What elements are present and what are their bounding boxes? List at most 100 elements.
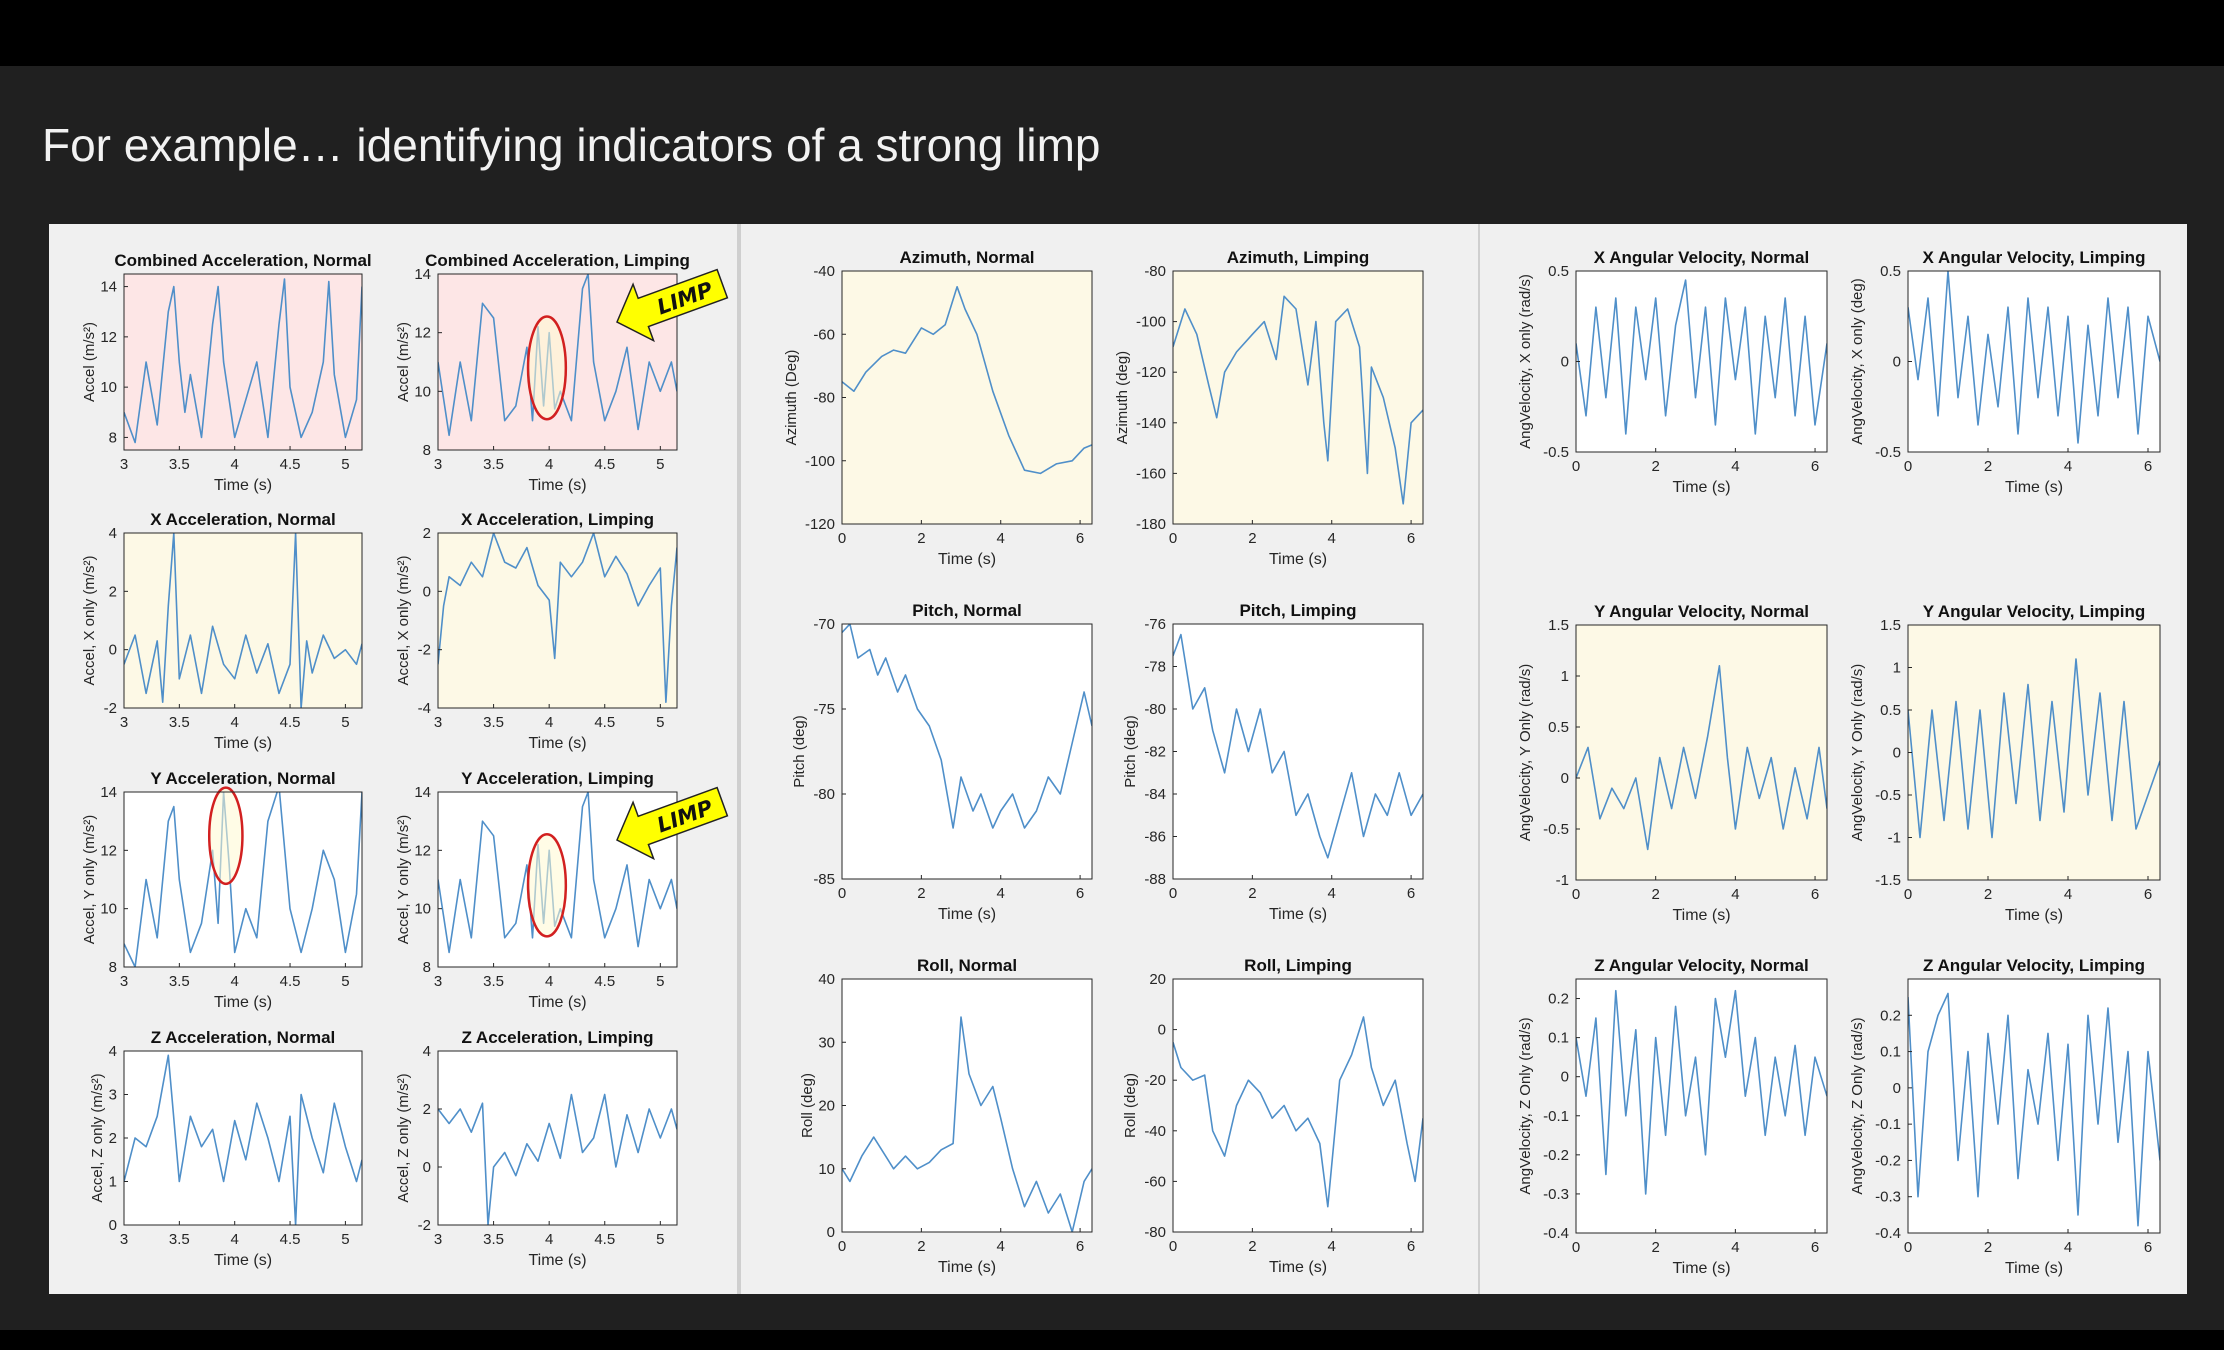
x-tick-label: 4 [545,973,553,990]
y-tick-label: 0 [827,1224,835,1241]
axes-frame [123,791,363,968]
x-axis-label: Time (s) [214,735,272,752]
y-tick-label: 0 [1561,770,1569,787]
y-tick-label: -0.1 [1875,1116,1901,1133]
y-axis-label: AngVelocity, Y Only (rad/s) [1849,664,1866,842]
y-tick-label: 0.1 [1548,1030,1569,1047]
chart-xav-limp: 0 2 4 6-0.500.5X Angular Velocity, LimpingT… [1849,248,2161,496]
x-axis-label: Time (s) [528,477,586,494]
series-line [842,1016,1092,1232]
y-tick-label: -1 [1556,872,1569,889]
series-line [124,533,362,708]
y-tick-label: 20 [818,1098,835,1115]
x-tick-label: 2 [1248,530,1256,547]
chart-x-limp: 3 3.5 4 4.5 5 -4 -2 0 2 X Acceleration, Limping Ti… [395,510,678,752]
y-tick-label: 0 [1893,1080,1901,1097]
y-axis-label: Accel (m/s²) [395,322,412,402]
x-tick-label: 4 [1731,458,1739,475]
y-tick-label: 0 [1893,354,1901,371]
x-tick-label: 2 [917,885,925,902]
y-tick-label: 8 [109,959,117,976]
x-axis-label: Time (s) [528,994,586,1011]
y-tick-label: 1.5 [1548,617,1569,634]
y-tick-label: 0.1 [1880,1044,1901,1061]
chart-xav-norm: 0 2 4 6-0.500.5X Angular Velocity, NormalTi… [1517,248,1828,496]
y-tick-label: 0 [1561,354,1569,371]
x-tick-label: 3 [120,1231,128,1248]
x-tick-label: 6 [1407,530,1415,547]
chart-title: Y Acceleration, Normal [150,769,335,788]
x-tick-label: 0 [1572,1239,1580,1256]
chart-title: Y Acceleration, Limping [461,769,654,788]
y-tick-label: 4 [109,1043,117,1060]
y-tick-label: 10 [414,901,431,918]
series-line [438,533,677,704]
y-axis-label: AngVelocity, X only (rad/s) [1517,274,1534,449]
y-tick-label: -0.5 [1543,444,1569,461]
chart-title: Azimuth, Limping [1227,248,1370,267]
y-axis-label: AngVelocity, Z Only (rad/s) [1849,1017,1866,1194]
x-tick-label: 4.5 [594,456,615,473]
y-tick-label: 0.5 [1880,702,1901,719]
x-tick-label: 3.5 [483,973,504,990]
x-tick-label: 4 [2064,458,2072,475]
x-tick-label: 0 [1904,458,1912,475]
x-axis-label: Time (s) [2005,479,2063,496]
y-tick-label: 40 [818,971,835,988]
chart-title: X Acceleration, Limping [461,510,654,529]
chart-title: Pitch, Limping [1239,601,1356,620]
y-tick-label: 14 [414,266,431,283]
y-tick-label: -80 [1144,1224,1166,1241]
x-tick-label: 2 [1248,885,1256,902]
highlight-circle [526,315,568,421]
plot-area [124,533,362,708]
x-tick-label: 4 [1731,1239,1739,1256]
y-tick-label: -78 [1144,659,1166,676]
y-tick-label: 2 [109,1130,117,1147]
y-tick-label: 2 [423,525,431,542]
x-tick-label: 3.5 [169,714,190,731]
x-tick-label: 4 [1328,885,1336,902]
chart-title: X Angular Velocity, Normal [1594,248,1809,267]
x-tick-label: 4 [997,1238,1005,1255]
arrow-pointer-icon [616,268,729,343]
y-tick-label: 10 [100,901,117,918]
chart-title: Z Acceleration, Limping [461,1028,653,1047]
x-tick-label: 4.5 [280,456,301,473]
y-tick-label: 30 [818,1034,835,1051]
x-tick-label: 5 [341,973,349,990]
x-tick-label: 3 [434,456,442,473]
x-axis-label: Time (s) [1672,907,1730,924]
y-tick-label: 0.5 [1548,719,1569,736]
chart-az-limp: 0 2 4 6 -180 -160 -140 -120 -100 -80 Azimuth, Limp… [1114,248,1424,568]
axes-frame [437,532,678,709]
y-tick-label: 0.2 [1880,1007,1901,1024]
x-tick-label: 0 [1169,1238,1177,1255]
y-tick-label: -80 [1144,701,1166,718]
series-line [1908,992,2160,1227]
x-tick-label: 4.5 [280,1231,301,1248]
y-axis-label: Accel, Z only (m/s²) [89,1073,106,1202]
top-letterbox [0,0,2224,66]
x-axis-label: Time (s) [1269,551,1327,568]
series-line [1908,271,2160,444]
x-tick-label: 2 [917,1238,925,1255]
chart-comb-norm: 3 3.5 4 4.5 5 8 10 12 14 Combined Acceleration, N… [81,251,372,494]
x-tick-label: 4 [545,714,553,731]
x-tick-label: 4 [231,973,239,990]
y-axis-label: AngVelocity, X only (deg) [1849,278,1866,444]
x-tick-label: 3 [120,456,128,473]
chart-title: X Angular Velocity, Limping [1923,248,2146,267]
y-tick-label: -0.4 [1543,1225,1569,1242]
x-tick-label: 3 [434,714,442,731]
chart-title: Roll, Limping [1244,956,1352,975]
x-axis-label: Time (s) [214,477,272,494]
y-tick-label: 10 [818,1161,835,1178]
x-tick-label: 5 [656,973,664,990]
y-tick-label: -76 [1144,616,1166,633]
y-tick-label: 12 [414,842,431,859]
x-tick-label: 0 [1904,1239,1912,1256]
x-tick-label: 3.5 [483,1231,504,1248]
y-tick-label: -40 [813,263,835,280]
x-tick-label: 4.5 [280,714,301,731]
